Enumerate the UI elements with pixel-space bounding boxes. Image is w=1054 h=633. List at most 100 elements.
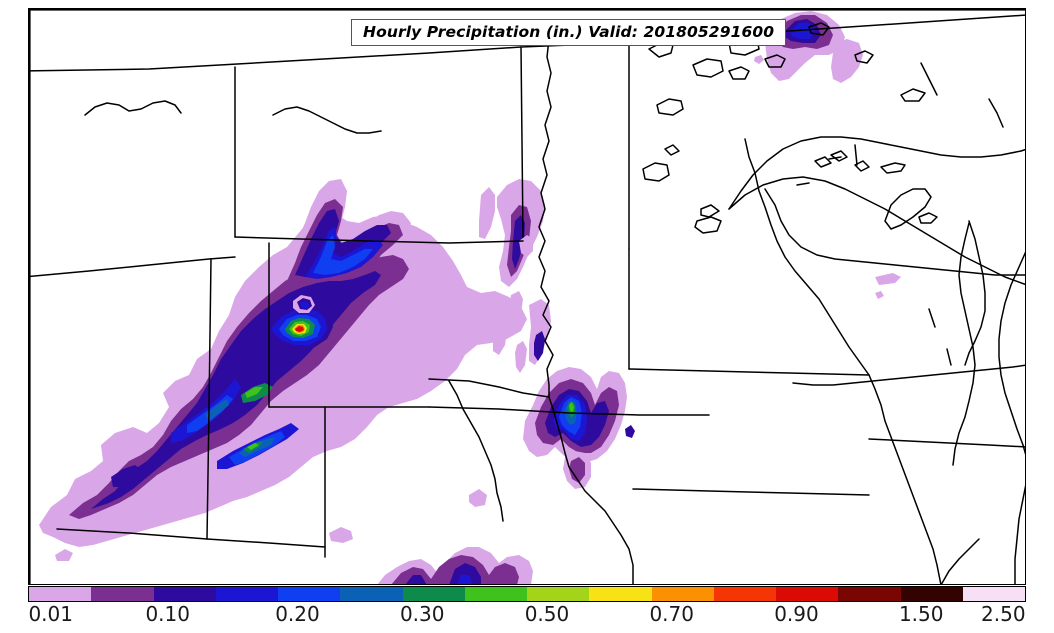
- border-il-east: [1014, 485, 1025, 584]
- border-sd-ne: [428, 378, 550, 398]
- wi-dash-b: [946, 348, 952, 366]
- map-title-box: Hourly Precipitation (in.) Valid: 201805…: [351, 19, 787, 46]
- colorbar-segment-yellow: [589, 587, 652, 601]
- colorbar-tick-label-0-90: 0.90: [774, 602, 819, 626]
- isle-royale: [880, 162, 906, 174]
- precip-contour-0.25-teal-b: [205, 399, 229, 421]
- colorbar-container: [28, 586, 1026, 602]
- colorbar-segment-dark-red: [838, 587, 901, 601]
- border-mt-id: [29, 256, 236, 278]
- lake-superior-north-shore: [728, 136, 1025, 210]
- map-frame: [29, 9, 1025, 584]
- colorbar-tick-label-0-20: 0.20: [275, 602, 320, 626]
- lake-mn-small-f: [854, 50, 874, 64]
- precip-sd-cell-0.01-c: [509, 291, 523, 323]
- border-wi-il: [868, 438, 1025, 448]
- river-mississippi-ia: [868, 374, 942, 584]
- border-wy-sd: [234, 236, 524, 244]
- map-canvas: [29, 9, 1025, 584]
- border-wi-mi: [952, 222, 976, 466]
- precip-bullseye-1.10-core: [295, 326, 304, 332]
- colorbar-segment-blue: [278, 587, 341, 601]
- precip-ne-ia-small-0.10: [625, 425, 635, 438]
- border-mo-il: [940, 538, 980, 584]
- lake-mn-small-h: [900, 88, 926, 102]
- precip-sd-cell-0.01-e: [493, 323, 507, 355]
- lake-minnesota-b: [692, 58, 724, 78]
- lake-sakakawea: [642, 162, 670, 182]
- river-missouri-nd-sd: [538, 38, 554, 398]
- precip-ks-small-0.01: [469, 489, 487, 507]
- precip-contour-0.40-green-d: [245, 387, 263, 398]
- lake-minnesota-e: [764, 54, 786, 68]
- colorbar-segment-bright-green: [464, 587, 527, 601]
- colorbar-tick-label-0-50: 0.50: [524, 602, 570, 626]
- lake-mark-c: [796, 182, 810, 186]
- precip-small-cell-north-0.15: [300, 301, 309, 309]
- lake-wi-small: [918, 212, 938, 224]
- up-south-shore: [792, 364, 1025, 386]
- colorbar-segment-red: [776, 587, 839, 601]
- lake-superior-south-shore: [764, 188, 1025, 276]
- border-ne-ks: [428, 406, 710, 416]
- green-bay-outline: [964, 220, 986, 366]
- colorbar-segment-teal-blue: [340, 587, 403, 601]
- colorbar-segment-deep-blue: [215, 587, 278, 601]
- border-ok-panhandle: [56, 528, 208, 540]
- colorbar-tick-label-0-01: 0.01: [28, 602, 73, 626]
- precip-sd-cell-0.10-d: [534, 331, 545, 361]
- river-missouri-ne-ia: [548, 396, 634, 584]
- lake-minnesota-d: [728, 66, 750, 80]
- colorbar-tick-label-2-50: 2.50: [981, 602, 1026, 626]
- colorbar-segment-orange: [651, 587, 714, 601]
- colorbar-tick-label-0-10: 0.10: [145, 602, 190, 626]
- precip-speck-wi-b: [875, 291, 884, 299]
- precip-sd-cell-0.10-a: [512, 215, 525, 269]
- colorbar-tick-label-1-50: 1.50: [898, 602, 944, 626]
- lake-mark-a: [828, 156, 842, 160]
- colorbar-segment-off-scale-pink: [962, 587, 1025, 601]
- border-mn-wi: [744, 138, 870, 376]
- lake-mn-small-g: [808, 22, 830, 36]
- precip-sd-cell-0.01-streak-b: [479, 187, 495, 239]
- river-yellowstone: [272, 106, 382, 134]
- lake-oahe-small: [694, 216, 722, 234]
- precipitation-contour-field: [39, 11, 901, 584]
- precip-contour-0.20-core-c: [313, 235, 373, 275]
- lake-mi-small-a: [830, 150, 848, 162]
- precip-contour-0.40-green-b: [247, 443, 259, 450]
- colorbar-segment-dark-purple: [91, 587, 154, 601]
- colorbar-segment-yellow-green: [527, 587, 590, 601]
- lake-devils: [656, 98, 684, 116]
- map-panel[interactable]: Hourly Precipitation (in.) Valid: 201805…: [28, 8, 1026, 585]
- lake-nd-small-a: [664, 144, 680, 156]
- border-mt-nd-vertical: [520, 46, 524, 238]
- border-ia-mn-horizontal: [628, 368, 870, 376]
- river-missouri-mt: [84, 100, 182, 116]
- border-ia-mo: [632, 488, 870, 496]
- lake-superior-outline: [728, 176, 1025, 286]
- colorbar-segment-orange-red: [713, 587, 776, 601]
- border-wy-west: [206, 258, 212, 540]
- colorbar-segment-indigo: [153, 587, 216, 601]
- precip-ne-ia-cluster-0.50: [569, 402, 574, 412]
- wi-dash-a: [928, 308, 936, 328]
- precip-mn-arm-0.01: [831, 39, 863, 83]
- geography-outlines: [29, 14, 1025, 584]
- colorbar[interactable]: [28, 586, 1026, 602]
- lake-michigan-east: [998, 251, 1025, 455]
- colorbar-tick-row: 0.01 0.10 0.20 0.30 0.50 0.70 0.90 1.50 2.50: [0, 602, 1054, 630]
- lake-sd-small: [700, 204, 720, 218]
- border-mi-line-a: [920, 62, 938, 96]
- precip-contour-0.15-blob-left: [111, 465, 143, 487]
- colorbar-tick-label-0-70: 0.70: [649, 602, 694, 626]
- precip-ks-mo-band-0.15: [457, 575, 473, 584]
- keweenaw-peninsula: [884, 188, 932, 230]
- lake-upper-mi-a: [814, 156, 832, 168]
- river-platte: [448, 380, 504, 522]
- precip-ne-ia-lobe-south-0.05: [569, 457, 585, 483]
- precip-sd-cell-0.01-f: [515, 341, 527, 373]
- border-mi-line-b: [988, 98, 1004, 128]
- border-canada: [29, 46, 522, 72]
